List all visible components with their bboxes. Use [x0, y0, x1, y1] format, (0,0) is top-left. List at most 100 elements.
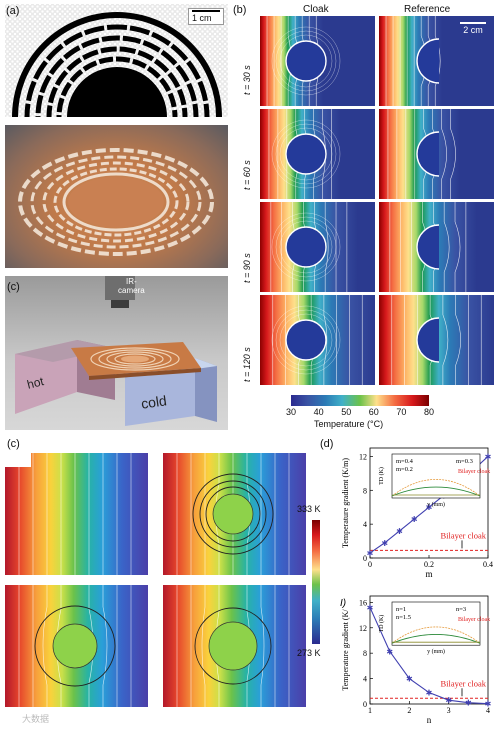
- chart-m-point: ✱: [485, 452, 492, 461]
- reference-frame-2: [379, 202, 494, 292]
- reference-frame-1: [379, 109, 494, 199]
- chart-n-ytick-label: 12: [359, 624, 367, 633]
- chart-n-series-line: [369, 607, 489, 705]
- chart-m-point: ✱: [381, 539, 388, 548]
- column-title-cloak: Cloak: [303, 4, 329, 15]
- copper-rings: [18, 148, 214, 256]
- chart-n-inset-ylabel: TD (K): [378, 615, 385, 633]
- chart-n-ytick-label: 0: [363, 700, 367, 709]
- chart-m-inset-label-4: Bilayer cloak: [458, 469, 490, 475]
- chart-m-inset-label-2: m=0.2: [396, 466, 413, 473]
- sim-cloak-rings: [163, 453, 306, 575]
- chart-m-xtick-label: 0.4: [483, 560, 493, 569]
- scalebar-b: 2 cm: [460, 22, 486, 35]
- ir-setup-illustration: IR- camera hot cold: [5, 276, 228, 430]
- colorbar-kelvin: [312, 520, 320, 644]
- time-label-60: t = 60 s: [242, 160, 252, 190]
- chart-n-ylabel: Temperature gradient (K/: [341, 609, 350, 691]
- sim-cloak-bilayer: [163, 585, 306, 707]
- chart-n-inset-label-2: n=1.5: [396, 614, 411, 621]
- scalebar-box: 1 cm: [188, 8, 224, 25]
- chart-m-ytick-label: 8: [363, 486, 367, 495]
- chart-n-inset-label-4: Bilayer cloak: [458, 617, 490, 623]
- panel-b-grid: [260, 16, 496, 388]
- chart-n-point: ✱: [426, 689, 433, 698]
- sim-plain: [5, 453, 148, 575]
- panel-label-a: (a): [6, 5, 20, 17]
- chart-n-point: ✱: [485, 700, 492, 709]
- colorbar-temperature: [291, 395, 429, 406]
- colorbar-tick: 60: [368, 407, 379, 417]
- chart-n-ytick-label: 4: [363, 675, 367, 684]
- chart-m-point: ✱: [411, 515, 418, 524]
- label-mask: [5, 453, 31, 467]
- rings-pattern: [12, 12, 222, 117]
- chart-n-point: ✱: [367, 603, 374, 612]
- chart-n-reference-label: Bilayer cloak: [440, 678, 486, 688]
- chart-m-inset-xlabel: y (mm): [427, 501, 445, 508]
- chart-n-panel-tag: I): [340, 598, 346, 609]
- chart-m-inset-label-3: m=0.3: [456, 458, 473, 465]
- chart-m-xlabel: m: [425, 569, 432, 579]
- chart-m-ylabel: Temperature gradient (K/m): [341, 458, 350, 548]
- scalebar-b-line: [460, 22, 486, 24]
- chart-m-inset-ylabel: TD (K): [378, 467, 385, 485]
- panel-label-c-top: (c): [7, 281, 20, 293]
- time-label-90: t = 90 s: [242, 253, 252, 283]
- scalebar-a-label: 1 cm: [192, 13, 212, 23]
- chart-m-point: ✱: [426, 503, 433, 512]
- chart-n-xtick-label: 2: [407, 706, 411, 715]
- chart-n-inset-label-3: n=3: [456, 606, 466, 613]
- chart-m-ytick-label: 4: [363, 520, 367, 529]
- reference-frame-3: [379, 295, 494, 385]
- cloak-frame-1: [260, 109, 375, 199]
- chart-n-ytick-label: 8: [363, 649, 367, 658]
- chart-n-point: ✱: [465, 699, 472, 708]
- colorbar-tick: 70: [396, 407, 407, 417]
- chart-n-xtick-label: 1: [368, 706, 372, 715]
- chart-m-point: ✱: [396, 527, 403, 536]
- chart-m-point: ✱: [367, 549, 374, 558]
- chart-n-point: ✱: [445, 696, 452, 705]
- colorbar-tick: 50: [341, 407, 352, 417]
- scalebar-line: [192, 10, 220, 12]
- chart-m-reference-label: Bilayer cloak: [440, 530, 486, 540]
- copper-device-photo: [5, 125, 228, 268]
- chart-n-xlabel: n: [427, 715, 432, 725]
- chart-n-xtick-label: 4: [486, 706, 490, 715]
- watermark: 大数据: [22, 714, 50, 724]
- chart-n-point: ✱: [386, 647, 393, 656]
- cloak-frame-0: [260, 16, 375, 106]
- colorbar-tick: 30: [286, 407, 297, 417]
- colorbar-ticks: 30 40 50 60 70 80: [286, 407, 434, 419]
- chart-n-frame: [369, 595, 489, 705]
- colorbar-label: Temperature (°C): [314, 419, 384, 429]
- chart-n-inset-label-1: n=1: [396, 606, 406, 613]
- chart-n-ytick-label: 16: [359, 598, 367, 607]
- colorbar-min-label: 273 K: [297, 648, 321, 658]
- cloak-frame-2: [260, 202, 375, 292]
- camera-label: IR- camera: [118, 277, 145, 295]
- colorbar-max-label: 333 K: [297, 504, 321, 514]
- chart-n-inset-curve-2: [391, 634, 481, 644]
- time-label-120: t = 120 s: [242, 347, 252, 382]
- chart-n-xtick-label: 3: [447, 706, 451, 715]
- chart-m-xtick-label: 0.2: [424, 560, 434, 569]
- chart-m-inset-curve-2: [391, 486, 481, 497]
- chart-n-inset-curve-1: [391, 626, 481, 644]
- setup-drawing: [15, 276, 217, 426]
- chart-m-ytick-label: 12: [359, 452, 367, 461]
- colorbar-tick: 40: [313, 407, 324, 417]
- sim-cloak-single: [5, 585, 148, 707]
- chart-m-inset-label-1: m=0.4: [396, 458, 414, 465]
- chart-m-inset-curve-1: [391, 479, 481, 497]
- panel-label-d: (d): [320, 438, 334, 450]
- colorbar-tick: 80: [424, 407, 435, 417]
- reference-frame-0: [379, 16, 494, 106]
- chart-m-xtick-label: 0: [368, 560, 372, 569]
- chart-m-ytick-label: 0: [363, 554, 367, 563]
- hex-plate-image: 1 cm: [5, 4, 228, 117]
- cloak-frame-3: [260, 295, 375, 385]
- scalebar-b-label: 2 cm: [463, 25, 483, 35]
- column-title-reference: Reference: [404, 4, 451, 15]
